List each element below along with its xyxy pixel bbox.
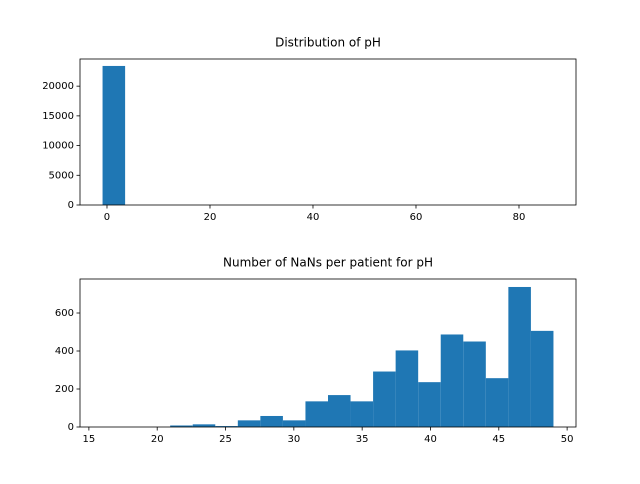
x-tick-label: 60	[410, 212, 423, 223]
y-tick-label: 200	[55, 384, 74, 395]
bar	[350, 401, 374, 427]
y-tick-label: 10000	[42, 141, 74, 152]
y-tick-label: 400	[55, 346, 74, 357]
x-tick-label: 25	[219, 434, 232, 445]
y-tick-label: 600	[55, 308, 74, 319]
x-tick-label: 80	[513, 212, 526, 223]
y-tick-label: 20000	[42, 81, 74, 92]
bar	[282, 420, 306, 427]
x-tick-label: 40	[307, 212, 320, 223]
bar	[463, 341, 486, 427]
y-tick-label: 15000	[42, 111, 74, 122]
bar	[418, 382, 441, 427]
bar	[260, 415, 283, 427]
bar	[170, 425, 193, 427]
x-tick-label: 50	[561, 434, 574, 445]
bar	[102, 65, 126, 205]
y-tick-label: 0	[68, 200, 74, 211]
y-tick-label: 0	[68, 422, 74, 433]
x-tick-label: 30	[287, 434, 300, 445]
axes-frame	[79, 278, 577, 428]
bar	[395, 350, 419, 427]
x-tick-label: 35	[356, 434, 369, 445]
bar	[373, 371, 396, 427]
bar	[440, 334, 464, 427]
chart-title: Distribution of pH	[275, 36, 381, 50]
x-tick-label: 15	[83, 434, 96, 445]
bar	[485, 378, 509, 427]
bar	[192, 424, 216, 427]
x-tick-label: 20	[151, 434, 164, 445]
bar	[328, 395, 351, 427]
bar	[530, 330, 554, 427]
y-tick-label: 5000	[49, 170, 74, 181]
bar	[508, 286, 531, 427]
axes-frame	[79, 58, 577, 206]
x-tick-label: 20	[204, 212, 217, 223]
x-tick-label: 0	[104, 212, 110, 223]
bar	[215, 426, 238, 427]
x-tick-label: 45	[492, 434, 505, 445]
bar	[237, 420, 261, 427]
chart-title: Number of NaNs per patient for pH	[223, 256, 433, 270]
x-tick-label: 40	[424, 434, 437, 445]
bar	[305, 401, 328, 427]
